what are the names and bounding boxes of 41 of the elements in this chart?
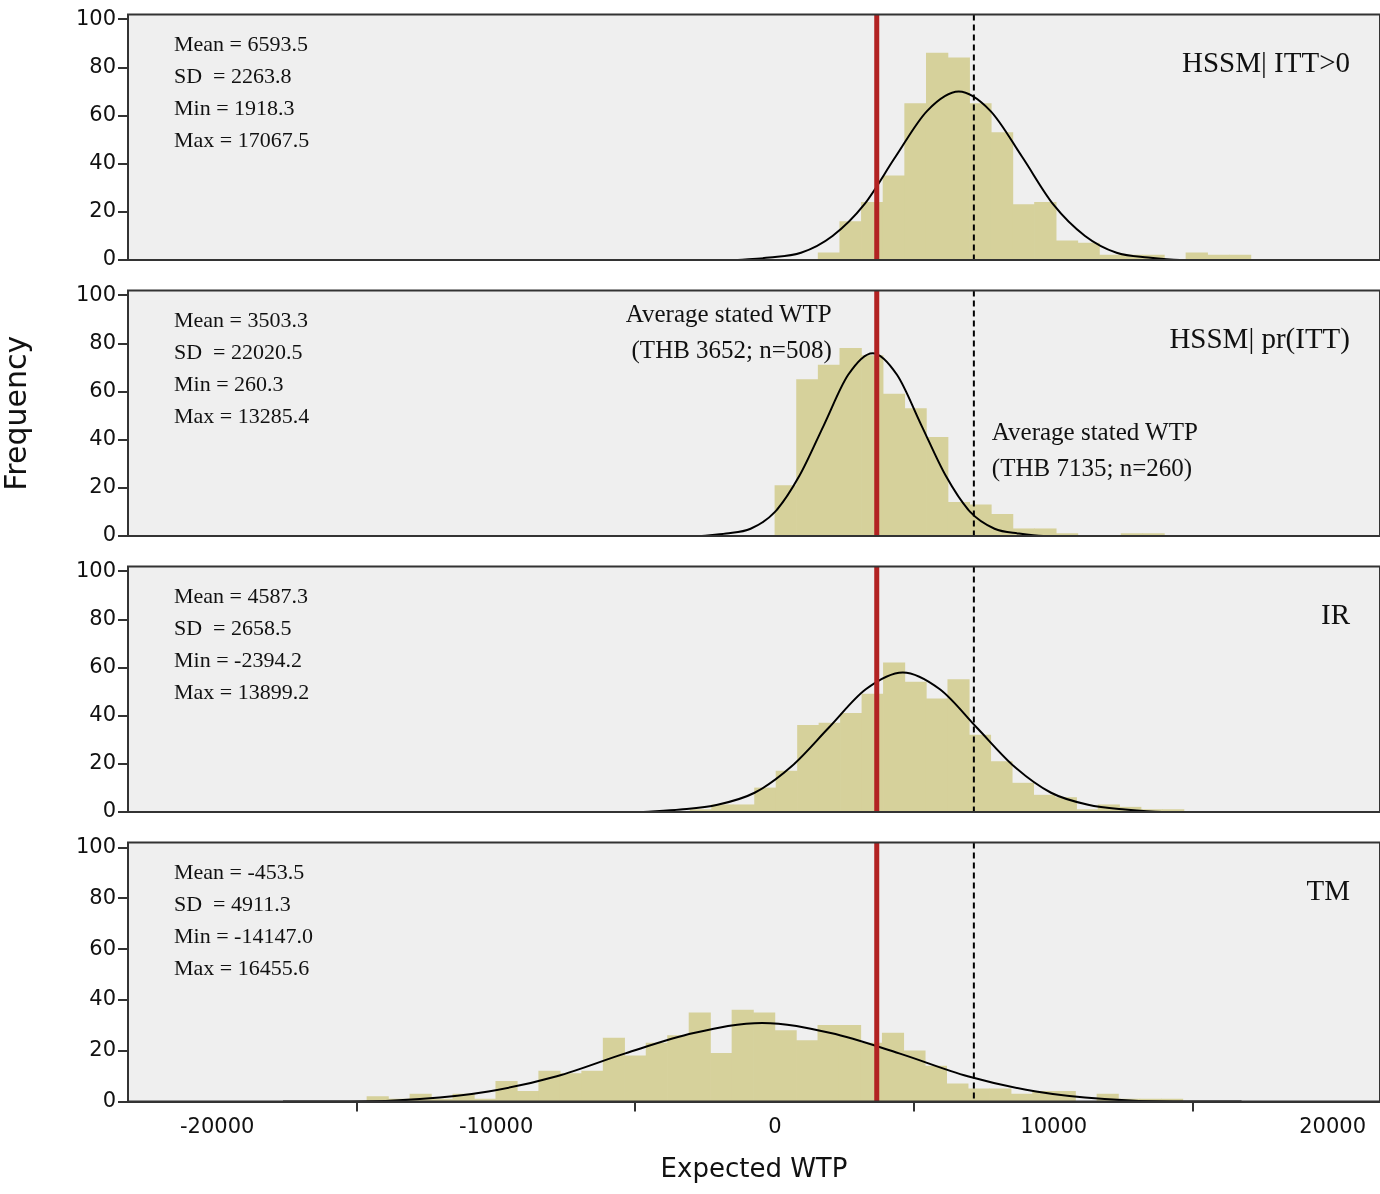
y-tick-label: 40 <box>89 702 116 727</box>
y-tick-label: 20 <box>89 1037 116 1062</box>
y-tick-label: 80 <box>89 329 116 354</box>
annotation: IR <box>1321 598 1351 631</box>
y-tick-label: 100 <box>75 557 116 582</box>
y-tick-label: 20 <box>89 750 116 775</box>
annotation: Mean = 6593.5 SD = 2263.8 Min = 1918.3 Max = 17067.5 <box>174 31 310 153</box>
y-tick-label: 100 <box>75 281 116 306</box>
y-tick-label: 100 <box>75 834 116 859</box>
y-tick-label: 60 <box>89 654 116 679</box>
y-tick-label: 20 <box>89 198 116 223</box>
annotation: Mean = 3503.3 SD = 22020.5 Min = 260.3 Max = 13285.4 <box>174 307 310 429</box>
y-tick-label: 80 <box>89 884 116 909</box>
annotation: Mean = 4587.3 SD = 2658.5 Min = -2394.2 Max = 13899.2 <box>174 583 310 705</box>
y-tick-label: 0 <box>102 522 116 547</box>
y-tick-label: 60 <box>89 102 116 127</box>
x-tick-label: -20000 <box>180 1113 255 1138</box>
annotation: TM <box>1306 874 1350 907</box>
ref-line-label: Average stated WTP (THB 3652; n=508) <box>625 300 832 365</box>
y-axis-title: Frequency <box>0 335 33 491</box>
x-tick-label: 0 <box>768 1113 782 1138</box>
x-tick-label: 20000 <box>1299 1113 1366 1138</box>
y-tick-label: 40 <box>89 986 116 1011</box>
y-tick-label: 0 <box>102 798 116 823</box>
y-tick-label: 40 <box>89 426 116 451</box>
y-tick-label: 0 <box>102 246 116 271</box>
y-tick-label: 20 <box>89 474 116 499</box>
y-tick-label: 40 <box>89 150 116 175</box>
y-tick-label: 60 <box>89 935 116 960</box>
annotation: HSSM| pr(ITT) <box>1169 322 1350 356</box>
y-tick-label: 60 <box>89 378 116 403</box>
x-axis-title: Expected WTP <box>660 1153 848 1184</box>
x-tick-label: -10000 <box>458 1113 534 1138</box>
x-tick-label: 10000 <box>1020 1113 1088 1138</box>
y-tick-label: 80 <box>89 605 116 630</box>
y-tick-label: 100 <box>75 5 116 30</box>
annotation: HSSM| ITT>0 <box>1182 46 1350 79</box>
y-tick-label: 0 <box>102 1088 116 1113</box>
ref-line-label: Average stated WTP (THB 7135; n=260) <box>991 418 1198 483</box>
annotation: Mean = -453.5 SD = 4911.3 Min = -14147.0 Max = 16455.6 <box>174 859 313 981</box>
y-tick-label: 80 <box>89 53 116 78</box>
